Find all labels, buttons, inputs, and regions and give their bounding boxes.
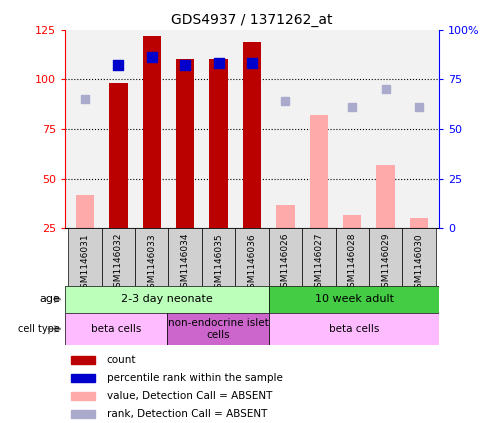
Bar [71,392,95,400]
Point [181,62,189,69]
Text: value, Detection Call = ABSENT: value, Detection Call = ABSENT [107,391,272,401]
Text: cell type: cell type [18,324,60,334]
Text: GSM1146031: GSM1146031 [80,233,89,294]
Text: GSM1146034: GSM1146034 [181,233,190,294]
Bar [376,165,395,228]
Text: 2-3 day neonate: 2-3 day neonate [121,294,213,304]
Bar [167,313,269,345]
Point [348,104,356,110]
Point [248,60,256,67]
Bar [269,286,439,313]
Bar [65,313,167,345]
Bar [135,228,169,286]
Bar [76,195,94,228]
Bar [236,228,268,286]
Text: GSM1146026: GSM1146026 [281,233,290,294]
Text: beta cells: beta cells [329,324,379,334]
Text: GSM1146030: GSM1146030 [415,233,424,294]
Text: beta cells: beta cells [91,324,141,334]
Text: GSM1146028: GSM1146028 [348,233,357,294]
Bar [71,374,95,382]
Bar [369,228,402,286]
Point [215,60,223,67]
Bar [276,205,294,228]
Bar [343,214,361,228]
Bar [302,228,335,286]
Text: count: count [107,355,136,365]
Text: percentile rank within the sample: percentile rank within the sample [107,373,282,383]
Bar [71,410,95,418]
Text: rank, Detection Call = ABSENT: rank, Detection Call = ABSENT [107,409,267,419]
Text: age: age [39,294,60,304]
Point [281,98,289,104]
Text: GSM1146027: GSM1146027 [314,233,323,294]
Text: GSM1146036: GSM1146036 [248,233,256,294]
Bar [335,228,369,286]
Bar [176,59,194,228]
Bar [410,218,428,228]
Text: GSM1146029: GSM1146029 [381,233,390,294]
Point [114,62,122,69]
Bar [143,36,161,228]
Title: GDS4937 / 1371262_at: GDS4937 / 1371262_at [171,13,333,27]
Point [148,54,156,61]
Point [415,104,423,110]
Text: GSM1146033: GSM1146033 [147,233,156,294]
Bar [310,115,328,228]
Text: GSM1146032: GSM1146032 [114,233,123,294]
Bar [102,228,135,286]
Bar [68,228,102,286]
Bar [202,228,236,286]
Bar [71,356,95,364]
Bar [269,313,439,345]
Point [81,96,89,102]
Bar [243,41,261,228]
Text: non-endocrine islet
cells: non-endocrine islet cells [168,318,268,340]
Bar [210,59,228,228]
Bar [268,228,302,286]
Bar [402,228,436,286]
Text: GSM1146035: GSM1146035 [214,233,223,294]
Bar [109,83,128,228]
Bar [169,228,202,286]
Point [382,86,390,93]
Bar [65,286,269,313]
Text: 10 week adult: 10 week adult [314,294,394,304]
